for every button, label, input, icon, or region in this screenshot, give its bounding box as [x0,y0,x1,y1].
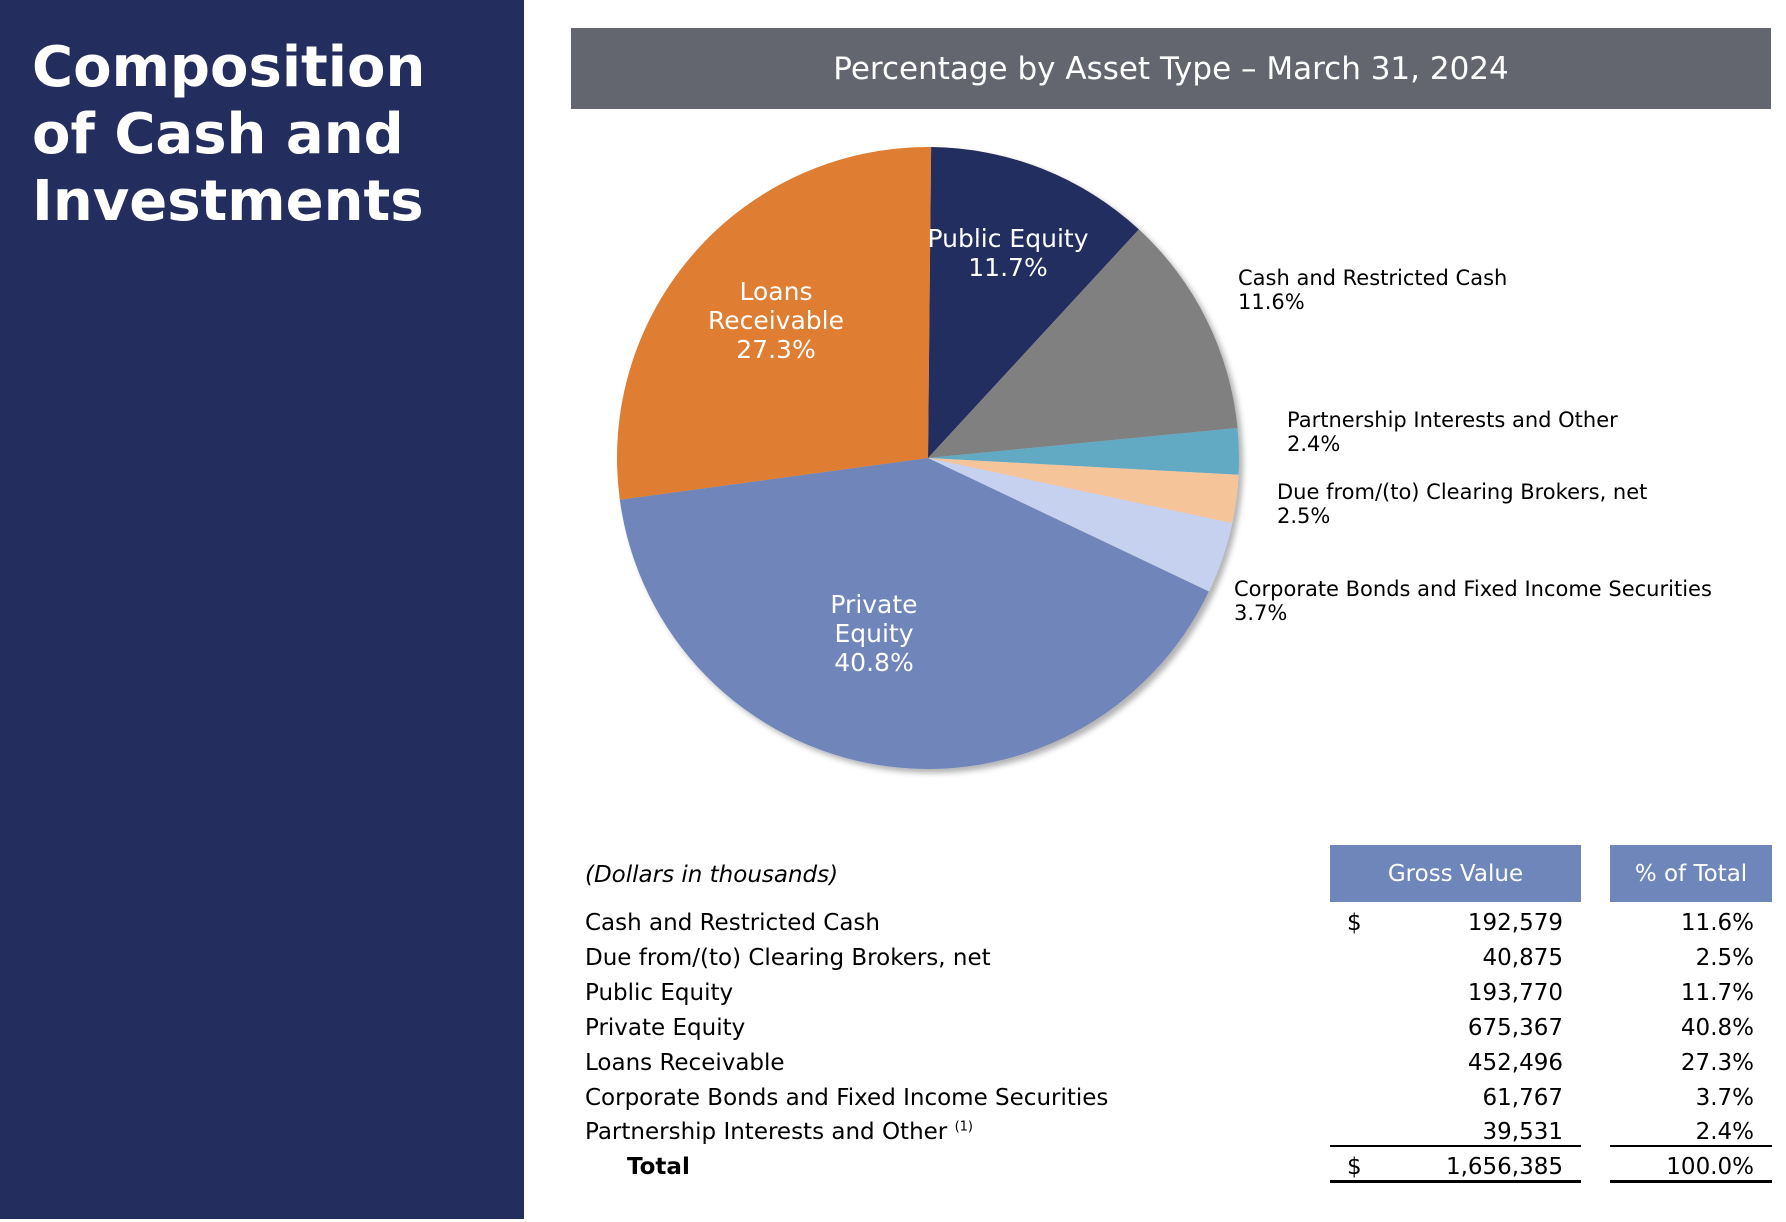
slice-name: Partnership Interests and Other [1287,408,1618,432]
slice-value: 27.3% [736,335,816,364]
pie [617,147,1239,769]
currency: $ [1347,910,1362,936]
row-label: Public Equity [585,980,733,1006]
total-percent: 100.0% [1666,1154,1754,1180]
pie-slice [617,147,932,500]
percent: 11.6% [1680,910,1754,936]
table-note: (Dollars in thousands) [585,862,839,888]
slice-name: Private Equity [830,590,918,648]
row-label: Corporate Bonds and Fixed Income Securit… [585,1085,1108,1111]
currency: $ [1347,1154,1362,1180]
row-label-text: Partnership Interests and Other [585,1119,948,1146]
column-header: Gross Value [1330,845,1581,902]
percent: 2.5% [1695,944,1754,971]
pie-slice [928,458,1239,524]
percent: 27.3% [1680,1049,1754,1076]
slice-value: 2.5% [1277,504,1331,528]
rule [1330,1180,1581,1183]
slice-value: 2.4% [1287,432,1341,456]
row-label-text: Private Equity [585,1014,746,1041]
row-label: Private Equity [585,1015,745,1041]
rule [1330,1145,1581,1147]
percent: 3.7% [1695,1084,1754,1111]
percent: 11.7% [1680,979,1754,1006]
rule [1610,1145,1772,1147]
row-label-text: Due from/(to) Clearing Brokers, net [585,944,991,971]
footnote-mark: (1) [954,1119,973,1135]
column-header: % of Total [1610,845,1772,902]
slice-label: Partnership Interests and Other 2.4% [1287,408,1618,456]
percent: 2.4% [1695,1119,1754,1146]
row-label-text: Public Equity [585,979,734,1006]
pie-slice [928,147,1139,458]
gross-value: 39,531 [1482,1119,1563,1146]
pie-slice [928,427,1239,475]
chart [617,147,1239,769]
slice-name: Public Equity [927,224,1089,253]
slice-name: Corporate Bonds and Fixed Income Securit… [1234,577,1712,601]
slice-label: Corporate Bonds and Fixed Income Securit… [1234,577,1712,625]
slice-name: Cash and Restricted Cash [1238,266,1508,290]
row-label-text: Corporate Bonds and Fixed Income Securit… [585,1084,1109,1111]
slide-title: Composition of Cash and Investments [32,35,426,234]
row-label-text: Cash and Restricted Cash [585,910,880,936]
gross-value: 193,770 [1467,979,1563,1006]
slice-name: Loans Receivable [707,277,844,335]
gross-value: 61,767 [1482,1084,1563,1111]
total-label: Total [627,1154,690,1180]
pie-slice [619,458,1209,769]
slice-label: Public Equity 11.7% [923,224,1093,282]
pie-slice [928,458,1233,592]
row-label: Loans Receivable [585,1050,785,1076]
pie-slice [928,229,1238,458]
slice-value: 40.8% [834,648,914,677]
side-panel: Composition of Cash and Investments [0,0,524,1219]
gross-value: 452,496 [1467,1049,1563,1076]
slice-label: Loans Receivable 27.3% [691,277,861,364]
gross-value: 40,875 [1482,944,1563,971]
slice-name: Due from/(to) Clearing Brokers, net [1277,480,1648,504]
gross-value: 675,367 [1467,1014,1563,1041]
percent: 40.8% [1680,1014,1754,1041]
gross-value: 192,579 [1467,910,1563,936]
slice-value: 11.7% [968,253,1048,282]
slice-value: 3.7% [1234,601,1288,625]
slice-label: Private Equity 40.8% [789,590,959,677]
row-label: Cash and Restricted Cash [585,910,880,936]
row-label-text: Loans Receivable [585,1049,785,1076]
slice-label: Due from/(to) Clearing Brokers, net 2.5% [1277,480,1647,528]
chart-title: Percentage by Asset Type – March 31, 202… [571,28,1771,109]
total-value: 1,656,385 [1445,1154,1563,1180]
rule [1610,1180,1772,1183]
slice-value: 11.6% [1238,290,1305,314]
slice-label: Cash and Restricted Cash 11.6% [1238,266,1507,314]
row-label: Partnership Interests and Other (1) [585,1119,973,1145]
row-label: Due from/(to) Clearing Brokers, net [585,945,991,971]
